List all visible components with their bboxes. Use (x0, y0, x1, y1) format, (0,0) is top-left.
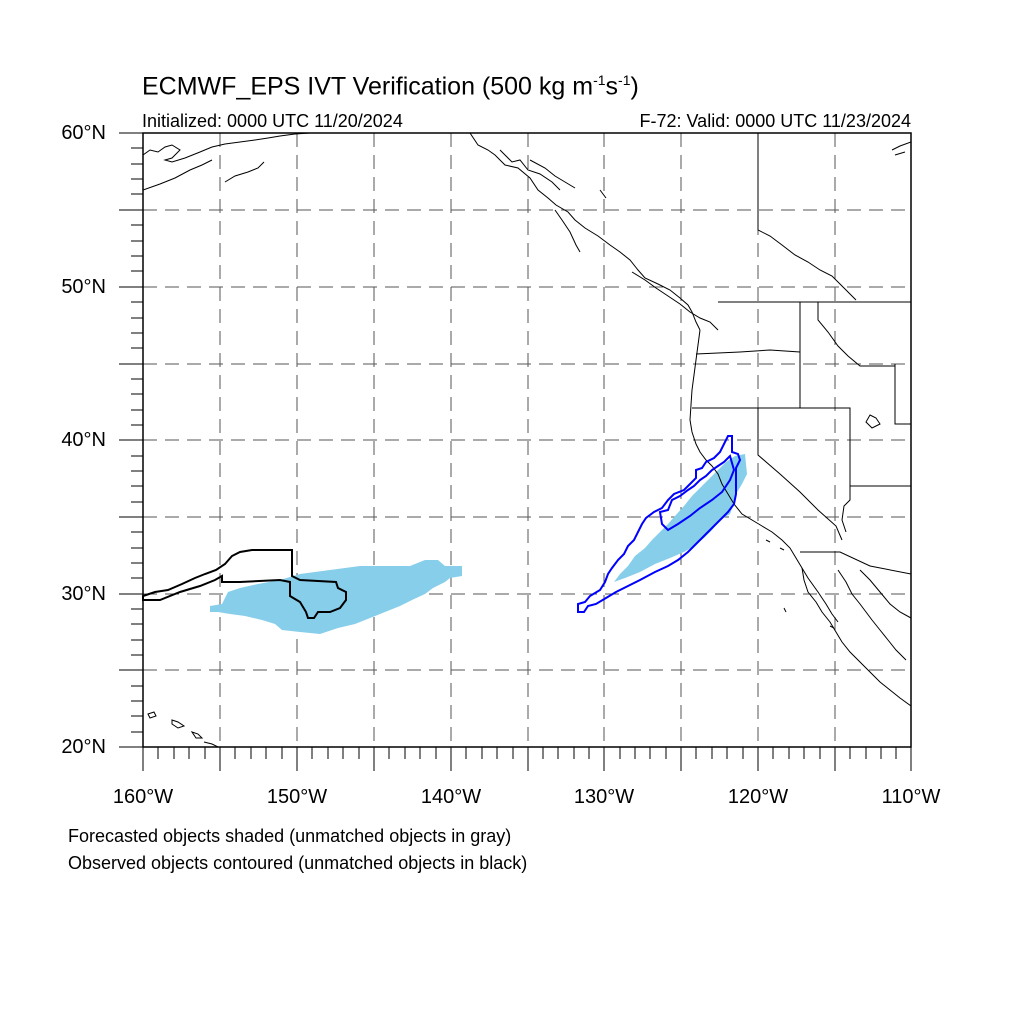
lon-label-150w: 150°W (266, 786, 328, 808)
forecast-object-west (210, 560, 462, 634)
lon-label-110w: 110°W (881, 786, 941, 808)
initialized-label: Initialized: 0000 UTC 11/20/2024 (142, 111, 403, 131)
forecast-objects (210, 454, 747, 634)
axis-ticks (119, 132, 912, 771)
map-gridlines (143, 133, 911, 747)
observed-object-matched (577, 435, 742, 613)
lat-label-30n: 30°N (61, 583, 106, 605)
valid-time-label: F-72: Valid: 0000 UTC 11/23/2024 (639, 111, 912, 131)
observed-object-unmatched (142, 549, 347, 619)
lat-label-60n: 60°N (61, 122, 106, 144)
legend-observed-note: Observed objects contoured (unmatched ob… (68, 853, 528, 873)
lon-label-130w: 130°W (573, 786, 635, 808)
lon-label-120w: 120°W (727, 786, 789, 808)
coastlines (143, 133, 911, 747)
lat-label-20n: 20°N (61, 736, 106, 758)
lat-label-50n: 50°N (61, 276, 106, 298)
observed-objects (142, 435, 742, 619)
lon-label-140w: 140°W (420, 786, 482, 808)
observed-object-matched-inner (658, 454, 736, 532)
legend-forecast-note: Forecasted objects shaded (unmatched obj… (68, 826, 512, 846)
forecast-object-east (614, 454, 747, 582)
chart-title: ECMWF_EPS IVT Verification (500 kg m-1s-… (142, 72, 639, 101)
lon-label-160w: 160°W (112, 786, 174, 808)
political-boundaries (529, 133, 911, 575)
lat-label-40n: 40°N (61, 429, 106, 451)
